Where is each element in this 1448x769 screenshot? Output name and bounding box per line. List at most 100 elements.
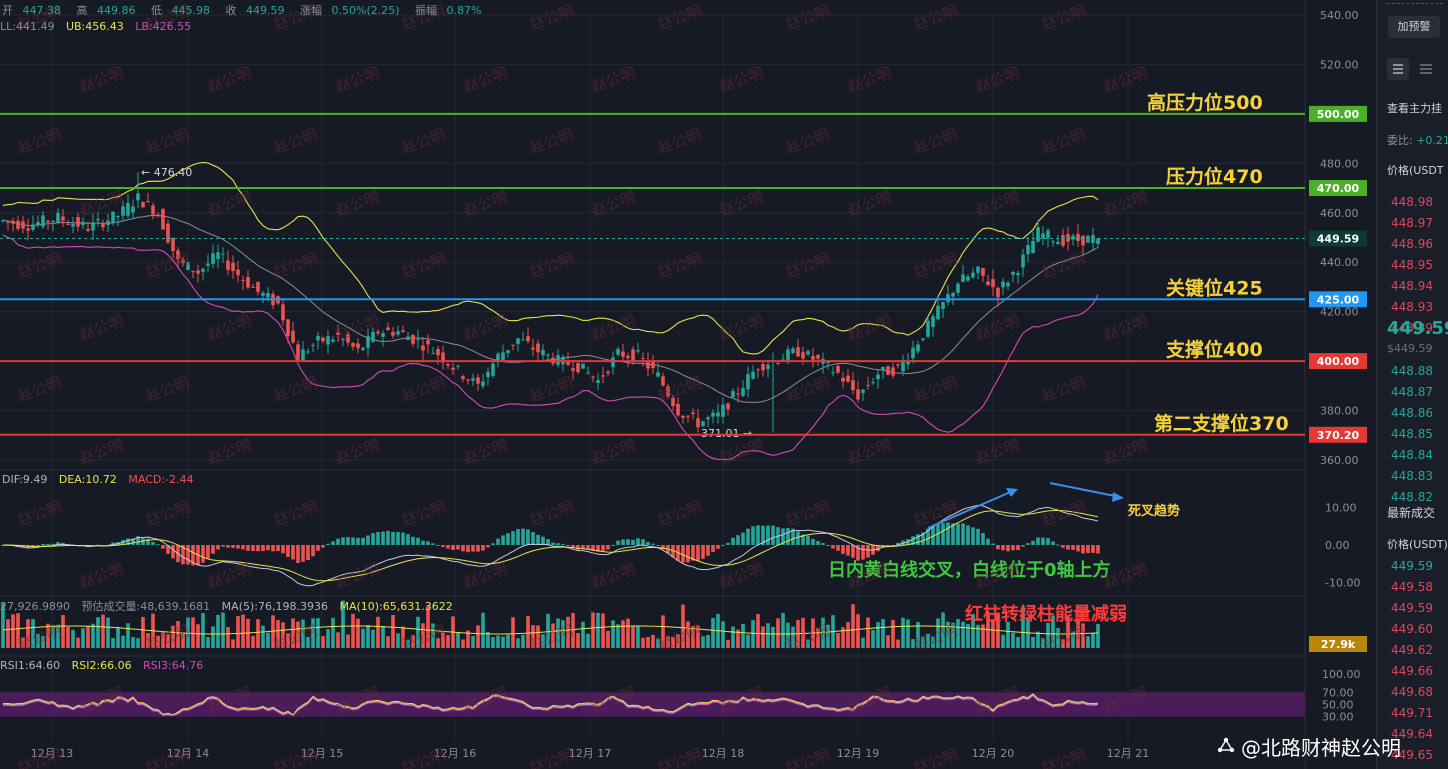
volume-bar xyxy=(771,626,775,648)
volume-bar xyxy=(206,637,210,648)
candle-body xyxy=(221,253,225,255)
macd-bar xyxy=(641,539,645,545)
volume-bar xyxy=(576,633,580,648)
candle-body xyxy=(176,250,180,260)
volume-bar xyxy=(396,633,400,648)
candle-body xyxy=(511,344,515,346)
view-main-orders-link[interactable]: 查看主力挂 xyxy=(1387,102,1442,115)
volume-bar xyxy=(541,634,545,648)
volume-bar xyxy=(481,612,485,648)
volume-bar xyxy=(121,635,125,648)
volume-annotation: 红柱转绿柱能量减弱 xyxy=(965,603,1127,625)
candle-body xyxy=(196,270,200,274)
volume-bar xyxy=(581,621,585,648)
candle-body xyxy=(56,212,60,223)
macd-bar xyxy=(41,544,45,546)
macd-dea-line xyxy=(2,509,1099,582)
volume-bar xyxy=(986,613,990,648)
ask-price: 448.94 xyxy=(1391,279,1433,293)
macd-bar xyxy=(991,543,995,545)
volume-bar xyxy=(16,613,20,648)
macd-bar xyxy=(141,538,145,545)
volume-bar xyxy=(96,617,100,648)
volume-bar xyxy=(296,621,300,648)
volume-bar xyxy=(756,614,760,648)
macd-bar xyxy=(336,538,340,545)
macd-bar xyxy=(791,528,795,545)
macd-bar xyxy=(131,538,135,545)
price-axis-tick: 520.00 xyxy=(1320,58,1359,71)
volume-bar xyxy=(816,628,820,648)
volume-bar xyxy=(426,606,430,648)
volume-bar xyxy=(551,623,555,648)
candle-body xyxy=(381,333,385,337)
candle-body xyxy=(481,381,485,387)
macd-bar xyxy=(476,545,480,552)
candle-body xyxy=(556,355,560,365)
high-value: 449.86 xyxy=(97,4,136,17)
macd-bar xyxy=(1071,545,1075,550)
macd-bar xyxy=(191,545,195,566)
bollinger-lower-line xyxy=(2,234,1099,461)
macd-bar xyxy=(1001,545,1005,551)
volume-bar xyxy=(306,636,310,648)
candle-body xyxy=(91,222,95,231)
volume-bar xyxy=(836,633,840,648)
volume-bars xyxy=(1,600,1100,648)
volume-bar xyxy=(641,637,645,648)
volume-bar xyxy=(216,614,220,648)
bollinger-mid-line xyxy=(2,215,1099,403)
candle-body xyxy=(756,369,760,371)
volume-bar xyxy=(781,612,785,648)
volume-bar xyxy=(436,638,440,648)
macd-bar xyxy=(136,536,140,545)
volume-bar xyxy=(536,625,540,648)
add-alert-button[interactable]: 加预警 xyxy=(1388,16,1440,38)
macd-bar xyxy=(611,545,615,546)
candle-body xyxy=(866,384,870,386)
candle-body xyxy=(371,331,375,342)
candle-body xyxy=(1076,233,1080,241)
volume-bar xyxy=(686,621,690,648)
ohlc-info: 开 447.38 高 449.86 低 445.98 收 449.59 涨幅 0… xyxy=(2,4,482,17)
macd-bar xyxy=(126,538,130,545)
volume-bar xyxy=(381,625,385,648)
macd-bar xyxy=(271,545,275,552)
volume-bar xyxy=(646,636,650,648)
candle-body xyxy=(116,215,120,217)
candle-body xyxy=(286,319,290,337)
volume-bar xyxy=(496,635,500,648)
volume-bar xyxy=(876,622,880,648)
candle-body xyxy=(831,372,835,374)
candle-body xyxy=(931,316,935,327)
candle-body xyxy=(836,365,840,373)
candle-body xyxy=(431,352,435,354)
macd-bar xyxy=(1061,545,1065,548)
macd-bar xyxy=(896,542,900,545)
candle-body xyxy=(81,221,85,226)
volume-bar xyxy=(456,632,460,648)
candle-body xyxy=(841,377,845,382)
candle-body xyxy=(516,338,520,344)
orderbook-layout-icon[interactable] xyxy=(1387,58,1409,80)
candle-body xyxy=(186,262,190,270)
candle-body xyxy=(201,268,205,272)
trend-arrow-up xyxy=(927,489,1016,529)
candlestick-chart[interactable]: ← 476.40 371.01 → 高压力位500 500.00 压力位470 470.0… xyxy=(0,0,1375,769)
volume-bar xyxy=(531,625,535,648)
macd-bar xyxy=(861,545,865,560)
collapse-handle[interactable] xyxy=(1376,362,1377,388)
macd-bar xyxy=(961,523,965,545)
orderbook-bids-icon[interactable] xyxy=(1417,60,1435,78)
volume-bar xyxy=(891,619,895,648)
candle-body xyxy=(41,215,45,227)
macd-bar xyxy=(481,545,485,551)
volume-bar xyxy=(956,619,960,648)
candle-body xyxy=(26,228,30,231)
volume-bar xyxy=(331,617,335,648)
macd-bar xyxy=(211,545,215,554)
macd-bar xyxy=(206,545,210,559)
candle-body xyxy=(686,415,690,417)
volume-bar xyxy=(411,635,415,648)
candle-body xyxy=(126,202,130,216)
